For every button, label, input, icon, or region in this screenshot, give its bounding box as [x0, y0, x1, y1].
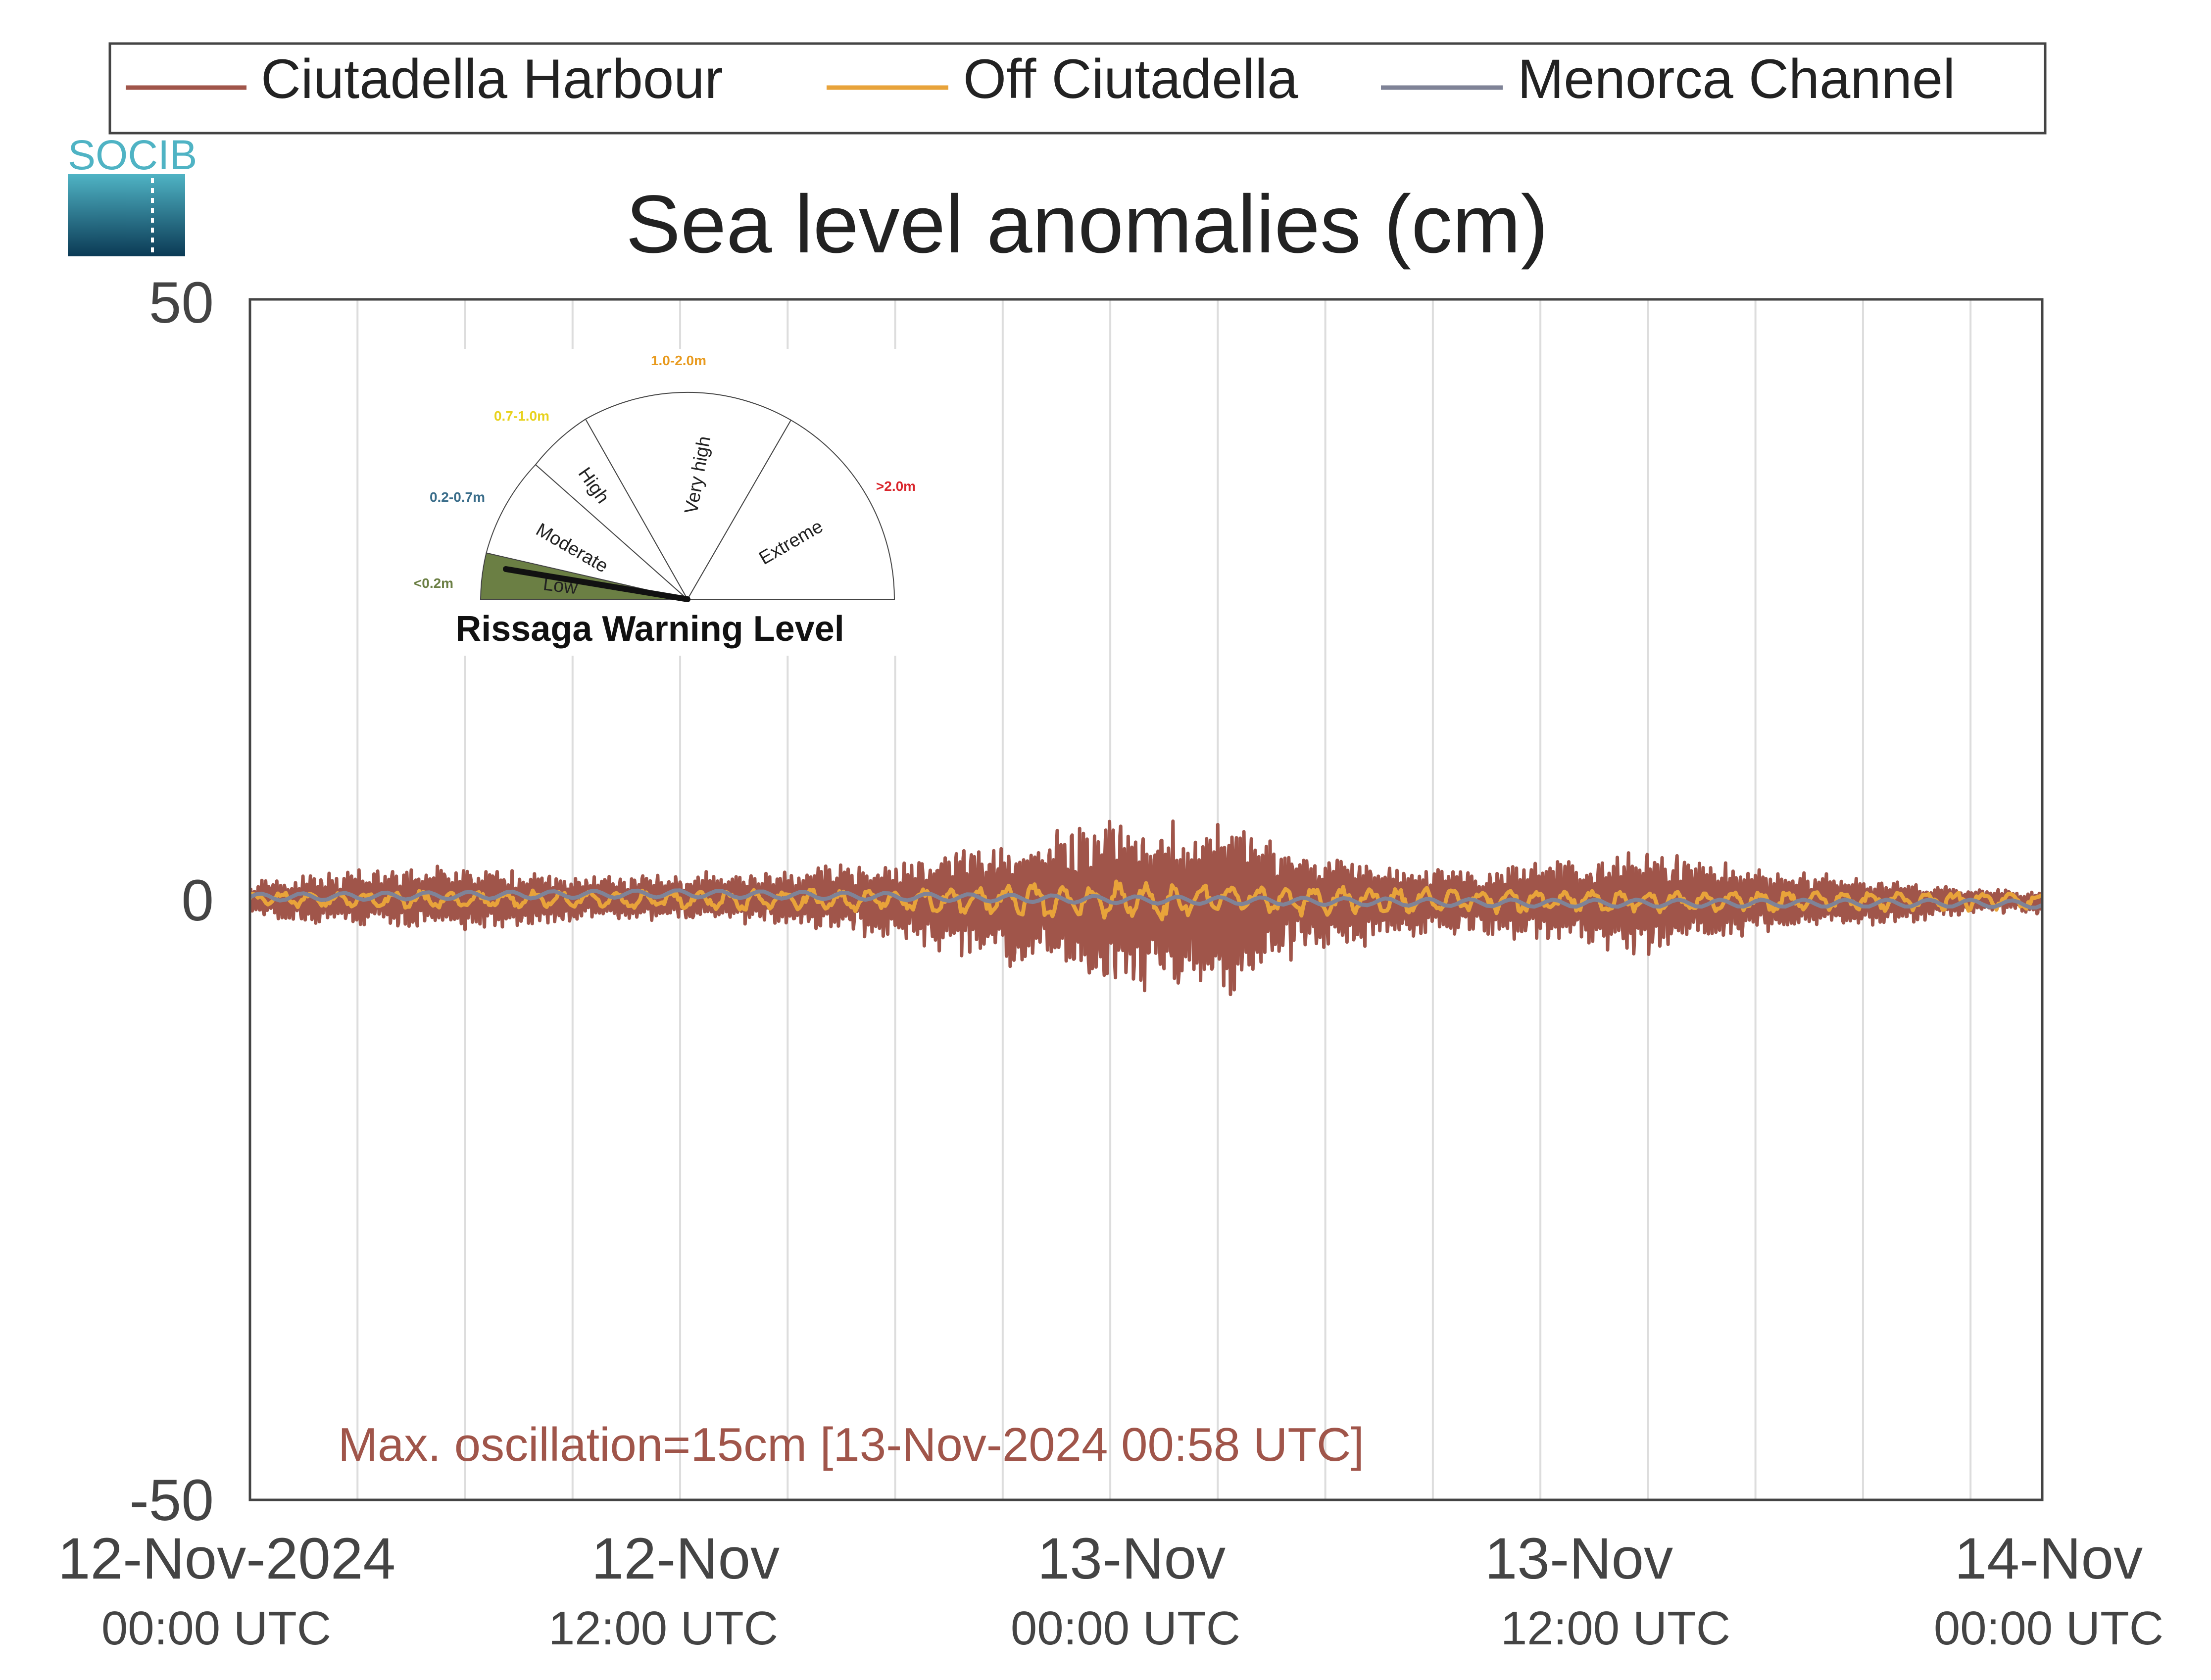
series-line-off-ciutadella — [250, 879, 2042, 921]
socib-logo-mark — [68, 174, 185, 256]
x-tick-time-2: 12:00 UTC — [548, 1602, 778, 1655]
gauge-range-extreme: >2.0m — [876, 479, 916, 494]
y-tick-label-neg50: -50 — [129, 1468, 214, 1533]
legend-label-channel: Menorca Channel — [1518, 48, 1955, 110]
gauge-sector-extreme — [687, 419, 895, 600]
plot-frame — [248, 298, 2044, 1501]
gauge-range-very-high: 1.0-2.0m — [651, 353, 706, 368]
x-tick-date-2: 12-Nov — [591, 1526, 780, 1591]
x-tick-date-3: 13-Nov — [1037, 1526, 1226, 1591]
x-axis-labels: 12-Nov-2024 00:00 UTC 12-Nov 12:00 UTC 1… — [58, 1526, 2163, 1655]
x-tick-date-4: 13-Nov — [1485, 1526, 1673, 1591]
gauge-range-low: <0.2m — [414, 576, 453, 591]
legend-label-off-ciutadella: Off Ciutadella — [963, 48, 1298, 110]
y-tick-label-0: 0 — [181, 868, 214, 933]
gauge-range-high: 0.7-1.0m — [494, 408, 549, 424]
gauge-range-moderate: 0.2-0.7m — [430, 489, 485, 505]
gauge-title: Rissaga Warning Level — [455, 609, 844, 649]
series-layer — [250, 819, 2042, 997]
chart-title: Sea level anomalies (cm) — [626, 179, 1548, 270]
legend: Ciutadella Harbour Off Ciutadella Menorc… — [108, 42, 2047, 135]
socib-logo-text: SOCIB — [68, 132, 197, 178]
x-tick-time-1: 00:00 UTC — [101, 1602, 331, 1655]
max-oscillation-annotation: Max. oscillation=15cm [13-Nov-2024 00:58… — [338, 1418, 1364, 1471]
gauge-needle — [503, 566, 690, 602]
x-tick-date-5: 14-Nov — [1955, 1526, 2143, 1591]
y-tick-label-50: 50 — [149, 270, 214, 336]
x-tick-time-4: 12:00 UTC — [1501, 1602, 1730, 1655]
x-tick-time-3: 00:00 UTC — [1011, 1602, 1240, 1655]
gauge-sector-moderate — [486, 464, 688, 600]
socib-logo: SOCIB — [68, 132, 197, 256]
gauge-sector-high — [535, 418, 688, 600]
series-line-menorca-channel — [250, 888, 2042, 910]
x-tick-date-1: 12-Nov-2024 — [58, 1526, 395, 1591]
gauge-sector-very-high — [585, 391, 792, 601]
legend-label-harbour: Ciutadella Harbour — [261, 48, 723, 110]
x-tick-time-5: 00:00 UTC — [1934, 1602, 2163, 1655]
rissaga-gauge: Low Moderate High Very high Extreme <0.2… — [398, 349, 928, 656]
